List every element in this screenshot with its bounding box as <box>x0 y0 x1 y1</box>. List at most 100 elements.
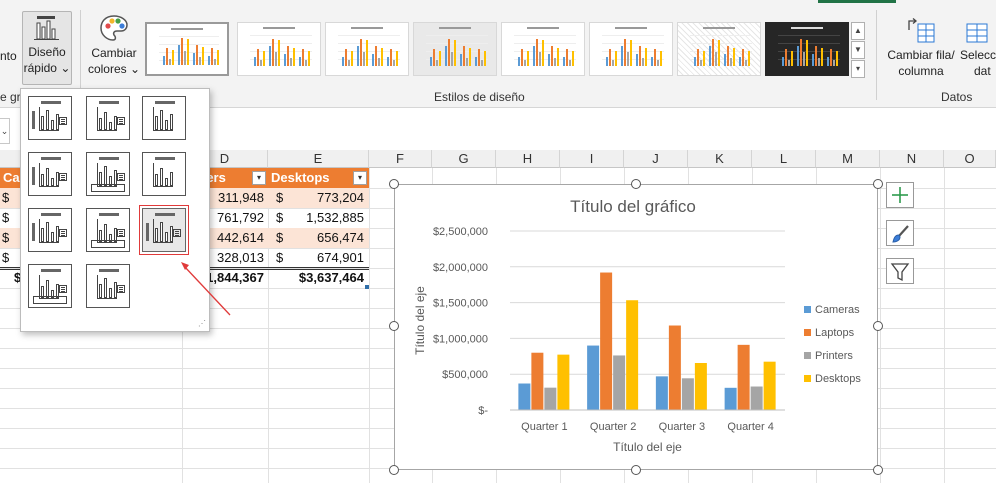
quick-layout-button[interactable]: Diseño rápido ⌄ <box>22 11 72 85</box>
name-box-dropdown[interactable]: ⌄ <box>0 118 10 144</box>
bar-laptops-1[interactable] <box>531 352 544 410</box>
gallery-down-button[interactable]: ▼ <box>851 41 865 59</box>
bar-cameras-3[interactable] <box>655 376 668 410</box>
quick-layout-option-6[interactable] <box>139 149 189 199</box>
column-header-h[interactable]: H <box>496 150 560 168</box>
chart-style-7[interactable] <box>677 22 761 76</box>
cell-desktops[interactable]: 656,474 <box>317 230 364 245</box>
column-header-f[interactable]: F <box>369 150 432 168</box>
layout-bar <box>46 168 49 186</box>
bar-cameras-4[interactable] <box>724 387 737 410</box>
table-header-desktops[interactable]: Desktops <box>268 168 369 188</box>
bar-laptops-3[interactable] <box>668 325 681 410</box>
resize-handle-top[interactable] <box>631 179 641 189</box>
thumb-bar <box>199 57 201 65</box>
chart-area[interactable]: Título del gráfico $- $500,000 $1,000,000 $1… <box>394 184 878 470</box>
column-header-i[interactable]: I <box>560 150 624 168</box>
thumb-bar <box>211 48 213 65</box>
chart-elements-button[interactable] <box>886 182 914 208</box>
column-chart[interactable]: Título del gráfico $- $500,000 $1,000,000 $1… <box>395 185 877 469</box>
chart-title[interactable]: Título del gráfico <box>570 197 696 216</box>
switch-row-column-button[interactable]: Cambiar fila/ columna <box>884 18 958 79</box>
bar-cameras-2[interactable] <box>587 345 600 410</box>
quick-layout-option-7[interactable] <box>25 205 75 255</box>
quick-layout-option-1[interactable] <box>25 93 75 143</box>
resize-handle-bottom-left[interactable] <box>389 465 399 475</box>
resize-handle-bottom-right[interactable] <box>873 465 883 475</box>
partial-ribbon-button[interactable]: nto <box>0 48 18 64</box>
filter-dropdown-button[interactable]: ▾ <box>353 171 367 185</box>
cell-a[interactable]: $ <box>2 250 10 265</box>
thumb-gridline <box>778 35 840 36</box>
column-header-e[interactable]: E <box>268 150 369 168</box>
chart-styles-button[interactable] <box>886 220 914 246</box>
x-axis-title[interactable]: Título del eje <box>613 440 682 454</box>
bar-printers-4[interactable] <box>750 386 763 410</box>
cell-printers[interactable]: 311,948 <box>217 190 264 205</box>
cell-printers[interactable]: 761,792 <box>217 210 264 225</box>
select-data-button[interactable]: Selecc dat <box>960 18 996 79</box>
bar-desktops-2[interactable] <box>626 300 639 410</box>
resize-handle-top-right[interactable] <box>873 179 883 189</box>
chart-style-3[interactable] <box>325 22 409 76</box>
legend-entry[interactable]: Printers <box>815 350 853 362</box>
legend-swatch <box>804 352 811 359</box>
cell-printers[interactable]: 328,013 <box>217 250 264 265</box>
bar-printers-2[interactable] <box>613 355 626 410</box>
cell-a[interactable]: $ <box>2 210 10 225</box>
resize-handle-bottom[interactable] <box>631 465 641 475</box>
cell-a[interactable]: $ <box>2 230 10 245</box>
quick-layout-option-5[interactable] <box>83 149 133 199</box>
total-a[interactable]: $ <box>14 270 22 285</box>
column-header-l[interactable]: L <box>752 150 816 168</box>
total-printers[interactable]: 1,844,367 <box>206 270 264 285</box>
resize-handle-left[interactable] <box>389 321 399 331</box>
bar-cameras-1[interactable] <box>518 383 531 410</box>
legend-entry[interactable]: Desktops <box>815 373 861 385</box>
legend-entry[interactable]: Cameras <box>815 304 860 316</box>
bar-laptops-2[interactable] <box>600 272 613 410</box>
filter-dropdown-button[interactable]: ▾ <box>252 171 266 185</box>
cell-printers[interactable]: 442,614 <box>217 230 264 245</box>
quick-layout-option-2[interactable] <box>83 93 133 143</box>
chart-style-4[interactable] <box>413 22 497 76</box>
y-axis-title[interactable]: Título del eje <box>413 286 427 355</box>
quick-layout-option-11[interactable] <box>83 261 133 311</box>
quick-layout-option-8[interactable] <box>83 205 133 255</box>
column-header-j[interactable]: J <box>624 150 688 168</box>
chart-style-2[interactable] <box>237 22 321 76</box>
bar-laptops-4[interactable] <box>737 344 750 410</box>
y-tick-label: $2,500,000 <box>433 226 488 238</box>
column-header-n[interactable]: N <box>880 150 944 168</box>
quick-layout-option-9[interactable] <box>139 205 189 255</box>
quick-layout-option-10[interactable] <box>25 261 75 311</box>
column-header-g[interactable]: G <box>432 150 496 168</box>
bar-desktops-1[interactable] <box>557 354 570 410</box>
total-desktops[interactable]: $3,637,464 <box>298 270 364 285</box>
bar-desktops-3[interactable] <box>694 362 707 410</box>
table-resize-handle[interactable] <box>365 285 369 289</box>
chart-filters-button[interactable] <box>886 258 914 284</box>
chart-style-1[interactable] <box>145 22 229 76</box>
quick-layout-option-3[interactable] <box>139 93 189 143</box>
chart-style-6[interactable] <box>589 22 673 76</box>
legend-entry[interactable]: Laptops <box>815 327 855 339</box>
menu-resize-grip[interactable]: ⋰ <box>198 319 206 328</box>
column-header-k[interactable]: K <box>688 150 752 168</box>
resize-handle-top-left[interactable] <box>389 179 399 189</box>
bar-printers-1[interactable] <box>544 387 557 410</box>
cell-desktops[interactable]: 674,901 <box>317 250 364 265</box>
cell-desktops[interactable]: 773,204 <box>317 190 364 205</box>
gallery-more-button[interactable]: ▾ <box>851 60 865 78</box>
bar-printers-3[interactable] <box>681 378 694 410</box>
gallery-up-button[interactable]: ▲ <box>851 22 865 40</box>
quick-layout-option-4[interactable] <box>25 149 75 199</box>
resize-handle-right[interactable] <box>873 321 883 331</box>
bar-desktops-4[interactable] <box>763 361 776 410</box>
chart-style-5[interactable] <box>501 22 585 76</box>
cell-a[interactable]: $ <box>2 190 10 205</box>
cell-desktops[interactable]: 1,532,885 <box>306 210 364 225</box>
column-header-m[interactable]: M <box>816 150 880 168</box>
change-colors-button[interactable]: Cambiar colores ⌄ <box>84 14 144 77</box>
chart-style-8[interactable] <box>765 22 849 76</box>
